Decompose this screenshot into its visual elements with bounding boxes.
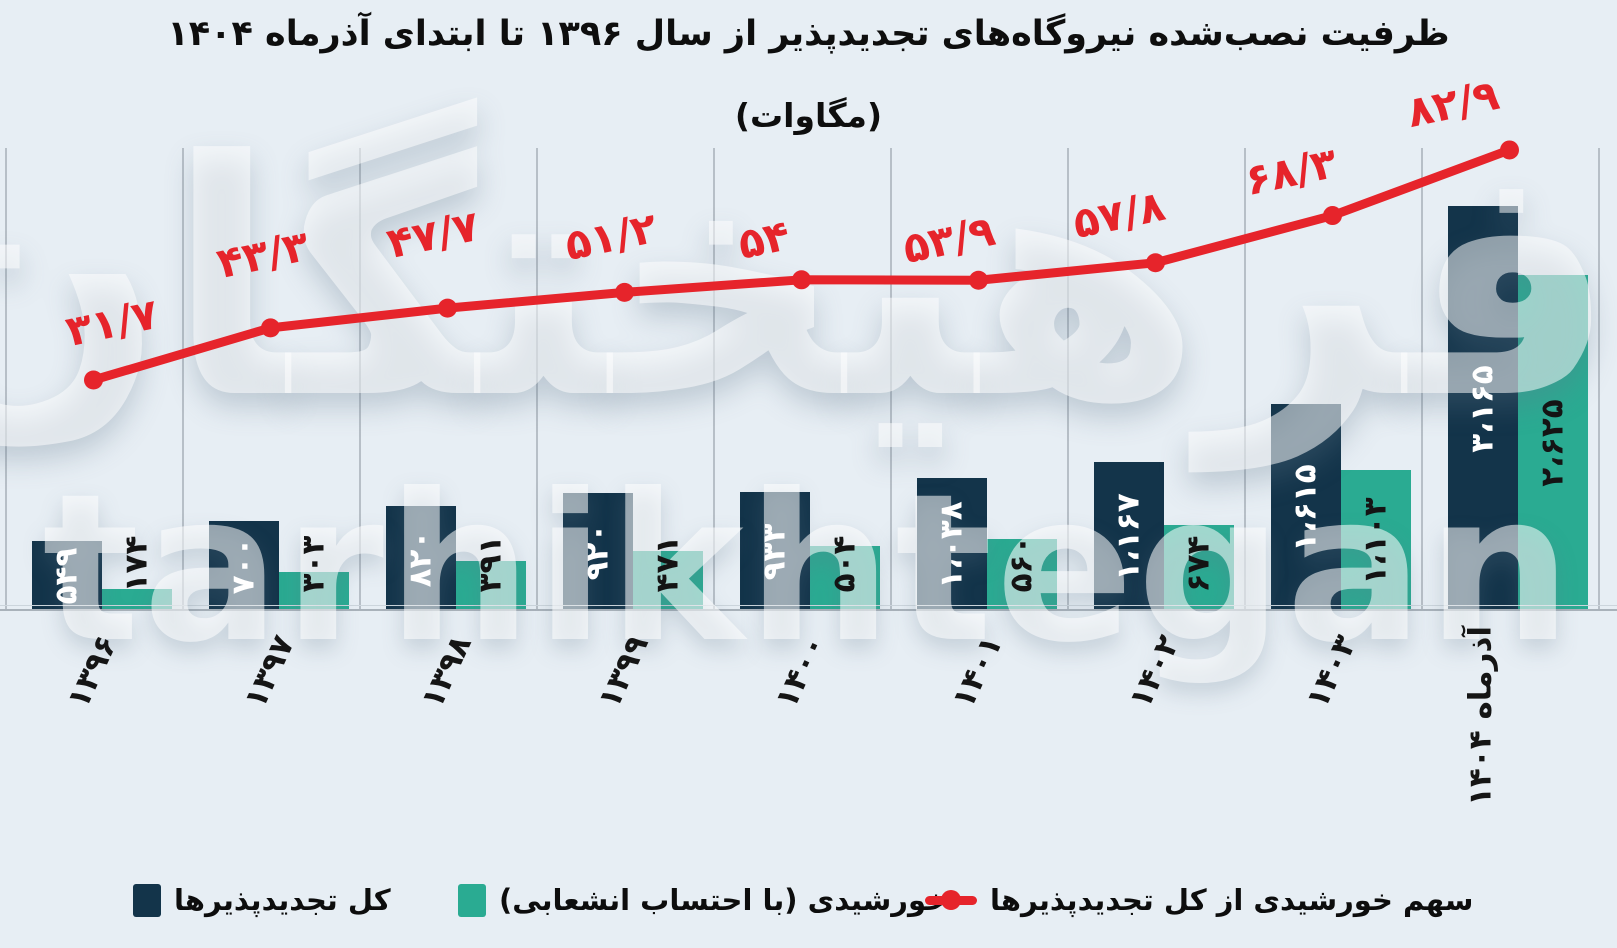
gridline [182, 148, 184, 611]
bar-solar-value-label: ۵۶۰ [1003, 535, 1040, 592]
bar-solar [1341, 470, 1411, 611]
chart-title: ظرفیت نصب‌شده نیروگاه‌های تجدیدپذیر از س… [167, 14, 1450, 54]
legend-label-total: کل تجدیدپذیرها [174, 883, 391, 917]
bar-total [32, 541, 102, 611]
gridline [1598, 148, 1600, 611]
legend-label-solar: خورشیدی (با احتساب انشعابی) [499, 883, 948, 917]
share-line-point [438, 298, 457, 318]
bar-total-value-label: ۱،۰۳۸ [933, 500, 970, 589]
x-axis-year-label: ۱۴۰۲ [1122, 629, 1187, 714]
legend-line-marker-icon [925, 890, 977, 910]
bar-solar-value-label: ۵۰۴ [826, 535, 863, 592]
gridline [1421, 148, 1423, 611]
chart-subtitle: (مگاوات) [734, 96, 883, 135]
x-axis-year-label: ۱۳۹۷ [237, 629, 302, 714]
bar-total [386, 506, 456, 611]
share-line-point [261, 318, 280, 338]
bar-total-value-label: ۳،۱۶۵ [1464, 364, 1501, 453]
legend-line-dot-icon [941, 890, 961, 910]
bar-solar-value-label: ۶۷۴ [1180, 535, 1217, 592]
bar-total [740, 492, 810, 611]
share-percent-label: ۴۷/۷ [382, 201, 483, 269]
legend-label-share: سهم خورشیدی از کل تجدیدپذیرها [990, 883, 1474, 917]
bar-total [917, 478, 987, 611]
x-axis-year-label: ۱۴۰۳ [1299, 629, 1364, 714]
bar-total [563, 493, 633, 611]
share-percent-label: ۵۳/۹ [898, 206, 999, 274]
x-axis-line [0, 609, 1617, 611]
x-axis-year-label: ۱۳۹۹ [591, 629, 656, 714]
gridline [890, 148, 892, 611]
share-percent-label: ۳۱/۷ [61, 288, 162, 357]
x-axis-year-label: ۱۳۹۸ [414, 629, 479, 714]
share-percent-label: ۶۸/۳ [1240, 137, 1341, 205]
share-percent-label: ۵۷/۸ [1068, 180, 1169, 248]
legend-item-share: سهم خورشیدی از کل تجدیدپذیرها [925, 883, 1473, 917]
bar-total-value-label: ۷۰۰ [225, 537, 262, 595]
share-percent-label: ۵۱/۲ [560, 203, 661, 271]
x-axis-year-label: ۱۴۰۱ [945, 629, 1010, 714]
bar-total-value-label: ۹۳۳ [756, 523, 793, 580]
bar-solar-value-label: ۳۰۳ [295, 535, 332, 592]
x-axis-line-upper [0, 605, 1617, 606]
share-line-point [615, 282, 634, 302]
bar-solar [456, 561, 526, 611]
bar-solar [810, 546, 880, 611]
gridline [1244, 148, 1246, 611]
share-line-point [84, 370, 103, 390]
bar-solar [279, 572, 349, 611]
gridline [713, 148, 715, 611]
bar-solar [1164, 525, 1234, 611]
share-line-point [792, 270, 811, 290]
gridline [536, 148, 538, 611]
legend-item-solar: خورشیدی (با احتساب انشعابی) [458, 883, 947, 917]
share-line-point [1323, 206, 1342, 226]
bar-total-value-label: ۵۴۹ [48, 547, 85, 605]
share-line-point [1500, 140, 1519, 160]
gridline [1067, 148, 1069, 611]
legend-item-total: کل تجدیدپذیرها [133, 883, 391, 917]
bar-solar-value-label: ۱۷۴ [118, 535, 155, 592]
bar-total-value-label: ۸۲۰ [402, 530, 439, 587]
x-axis-year-label: ۱۴۰۰ [768, 629, 833, 714]
bar-solar-value-label: ۲،۶۲۵ [1534, 399, 1571, 487]
x-axis-year-label: آذرماه ۱۴۰۴ [1462, 626, 1499, 806]
bar-total-value-label: ۱،۱۶۷ [1110, 492, 1147, 581]
bar-solar-value-label: ۱،۱۰۳ [1357, 496, 1394, 585]
x-axis-year-label: ۱۳۹۶ [60, 629, 125, 714]
bar-total [1094, 462, 1164, 611]
bar-solar-value-label: ۳۹۱ [472, 535, 509, 592]
share-line-point [969, 270, 988, 290]
share-percent-label: ۴۳/۳ [212, 220, 313, 288]
bar-solar [1518, 275, 1588, 611]
bar-solar [987, 539, 1057, 611]
gridline [359, 148, 361, 611]
bar-total [1271, 404, 1341, 611]
legend-swatch-total [133, 883, 161, 917]
bar-total [209, 521, 279, 611]
gridline [5, 148, 7, 611]
bar-total-value-label: ۱،۶۱۵ [1287, 463, 1324, 552]
bar-total-value-label: ۹۲۰ [579, 523, 616, 581]
share-percent-label: ۵۴ [733, 210, 794, 269]
bar-solar [633, 551, 703, 611]
legend-swatch-solar [458, 883, 486, 917]
bar-solar-value-label: ۴۷۱ [649, 535, 686, 592]
share-line-point [1146, 253, 1165, 273]
